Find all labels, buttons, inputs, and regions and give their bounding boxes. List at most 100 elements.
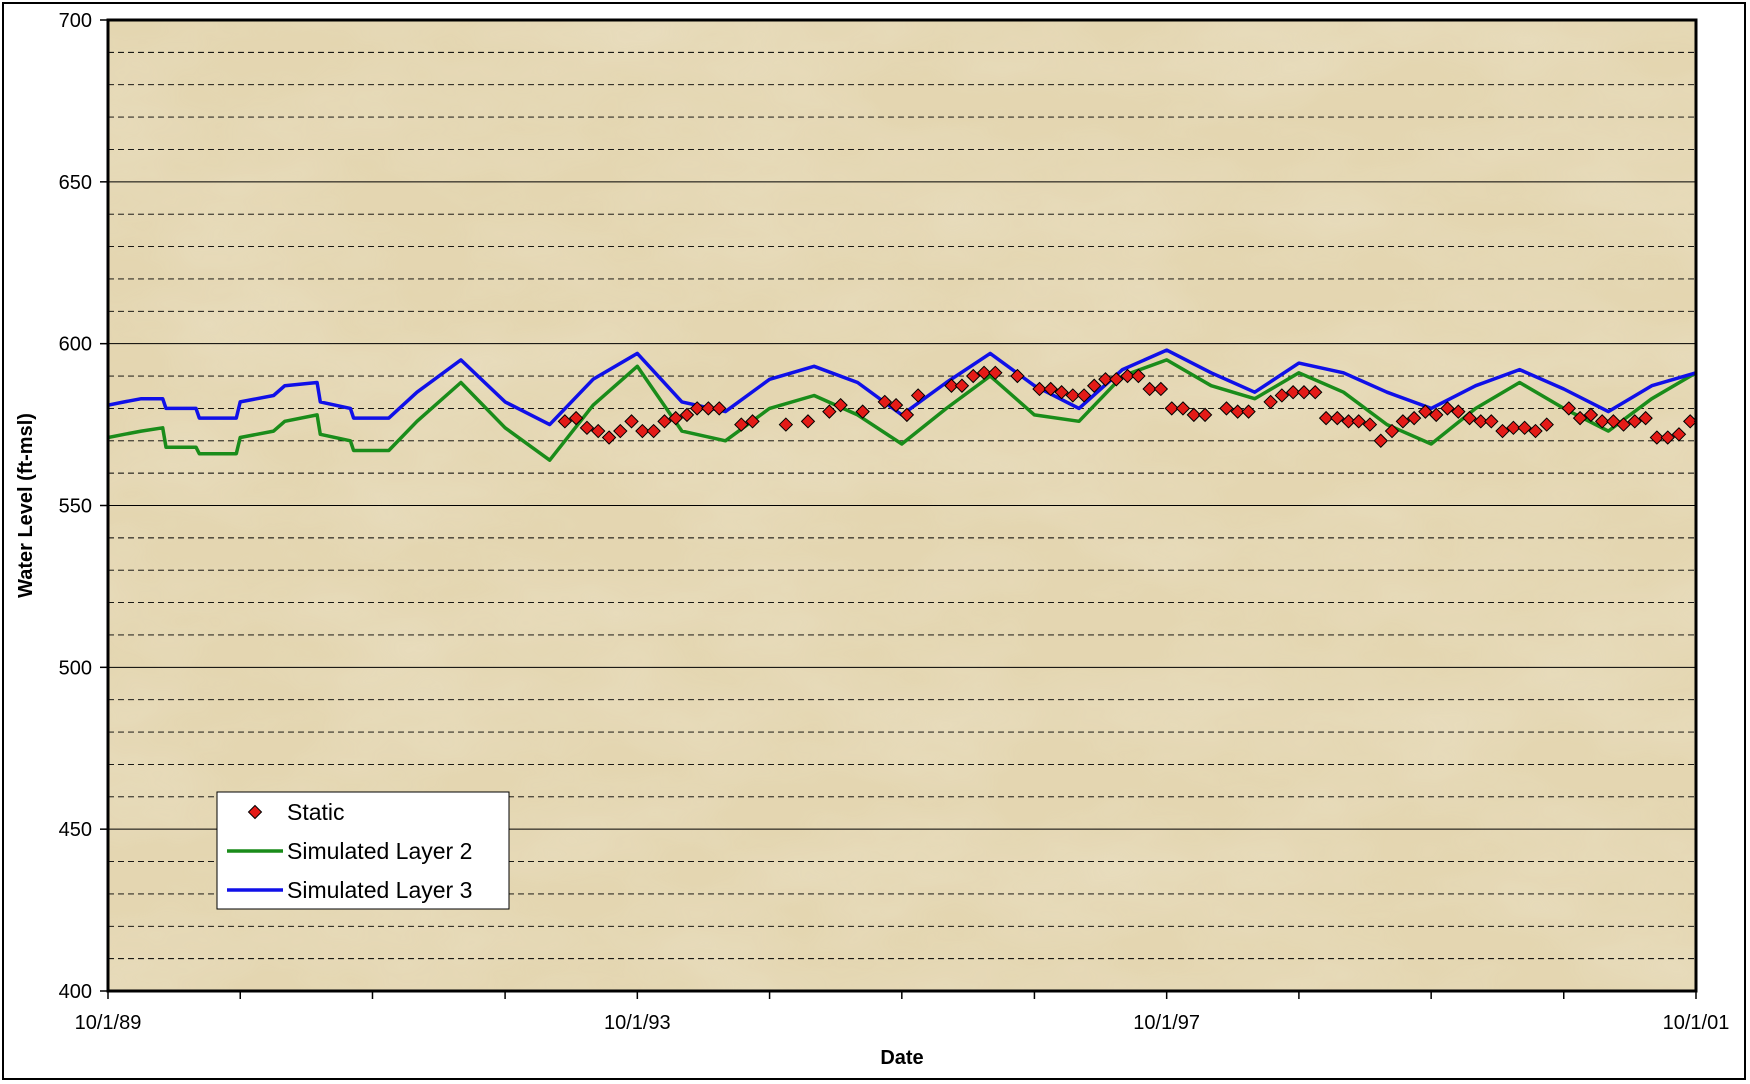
static-point [822, 404, 837, 419]
static-point [1627, 414, 1642, 429]
static-point [855, 404, 870, 419]
static-point [1120, 368, 1135, 384]
static-point [976, 365, 992, 381]
static-point [1076, 388, 1092, 403]
static-point [1660, 430, 1675, 445]
static-point [1065, 388, 1081, 403]
static-point [624, 414, 639, 429]
y-tick-label: 500 [59, 657, 92, 679]
static-point [778, 417, 794, 432]
static-point [1054, 385, 1069, 400]
static-point [1484, 414, 1499, 429]
static-point [965, 368, 981, 384]
static-point [1517, 420, 1532, 436]
static-point [1583, 407, 1599, 423]
static-point [1131, 368, 1146, 384]
static-point [1418, 404, 1433, 419]
static-point [1308, 385, 1323, 400]
static-point [1186, 407, 1202, 423]
static-point [800, 414, 816, 429]
static-point [1153, 381, 1169, 397]
static-point [1638, 410, 1653, 426]
static-point [1462, 410, 1477, 426]
static-point [712, 401, 727, 416]
axes: 400 450 500 550 600 650 700 10/1/89 10/1/93 10/1/… [59, 10, 1730, 1034]
static-point [1330, 410, 1345, 426]
legend-label: Static [287, 799, 345, 825]
y-tick-label: 450 [59, 819, 92, 841]
static-point [1572, 410, 1588, 426]
static-point [888, 397, 904, 413]
static-point [1506, 420, 1521, 436]
x-tick-label: 10/1/97 [1133, 1012, 1200, 1034]
series-line-layer-3 [108, 348, 1696, 427]
static-point [1109, 372, 1124, 387]
static-point [734, 417, 749, 432]
static-point [1274, 388, 1290, 403]
static-point [1362, 417, 1378, 432]
static-point [1395, 414, 1411, 429]
static-point [1649, 430, 1665, 445]
static-point [1528, 423, 1543, 439]
static-point [1594, 414, 1610, 429]
legend: Static Simulated Layer 2 Simulated Layer 3 [216, 791, 510, 910]
static-point [1671, 427, 1687, 442]
static-point [579, 420, 595, 436]
static-point [1142, 381, 1157, 397]
static-point [877, 394, 892, 410]
static-point [1440, 401, 1455, 416]
static-point [1197, 407, 1213, 423]
static-point [1616, 417, 1631, 432]
static-point [988, 365, 1003, 381]
static-point [1263, 394, 1278, 410]
static-point [635, 423, 650, 439]
static-point [1495, 423, 1510, 439]
static-point [1351, 414, 1366, 429]
static-point [1429, 407, 1444, 423]
static-point [646, 423, 661, 439]
legend-label: Simulated Layer 2 [287, 838, 472, 864]
static-point [1086, 378, 1102, 393]
static-point [1098, 372, 1113, 387]
static-point [668, 410, 683, 426]
static-point [590, 423, 606, 439]
y-tick-label: 700 [59, 10, 92, 32]
static-point [1219, 401, 1234, 416]
static-point [689, 401, 705, 416]
static-point [601, 430, 617, 445]
y-tick-label: 650 [59, 172, 92, 194]
static-point [1175, 401, 1191, 416]
static-point [899, 407, 915, 423]
static-point [1241, 404, 1256, 419]
static-point [1010, 368, 1025, 384]
static-point [657, 414, 672, 429]
static-point [833, 397, 848, 413]
static-point [954, 378, 970, 393]
static-point [1473, 414, 1488, 429]
x-tick-label: 10/1/93 [604, 1012, 671, 1034]
series-layer [108, 348, 1719, 462]
static-point [568, 410, 584, 426]
static-point [1373, 433, 1388, 448]
static-point [1539, 417, 1554, 432]
static-point [1706, 408, 1719, 421]
series-line-layer-2 [108, 358, 1696, 462]
static-point [910, 388, 926, 403]
static-point [1032, 381, 1047, 397]
static-point [1451, 404, 1466, 419]
y-tick-label: 600 [59, 334, 92, 356]
static-point [1296, 385, 1312, 400]
static-point [944, 378, 959, 393]
static-point [1318, 410, 1334, 426]
x-tick-label: 10/1/89 [75, 1012, 142, 1034]
static-point [679, 407, 695, 423]
legend-label: Simulated Layer 3 [287, 877, 472, 903]
static-point [1406, 410, 1422, 426]
static-point [1561, 401, 1577, 416]
static-point [1341, 414, 1356, 429]
static-point [1230, 404, 1245, 419]
static-point [1384, 423, 1400, 439]
static-point [701, 401, 716, 416]
legend-swatch-static [247, 804, 263, 820]
